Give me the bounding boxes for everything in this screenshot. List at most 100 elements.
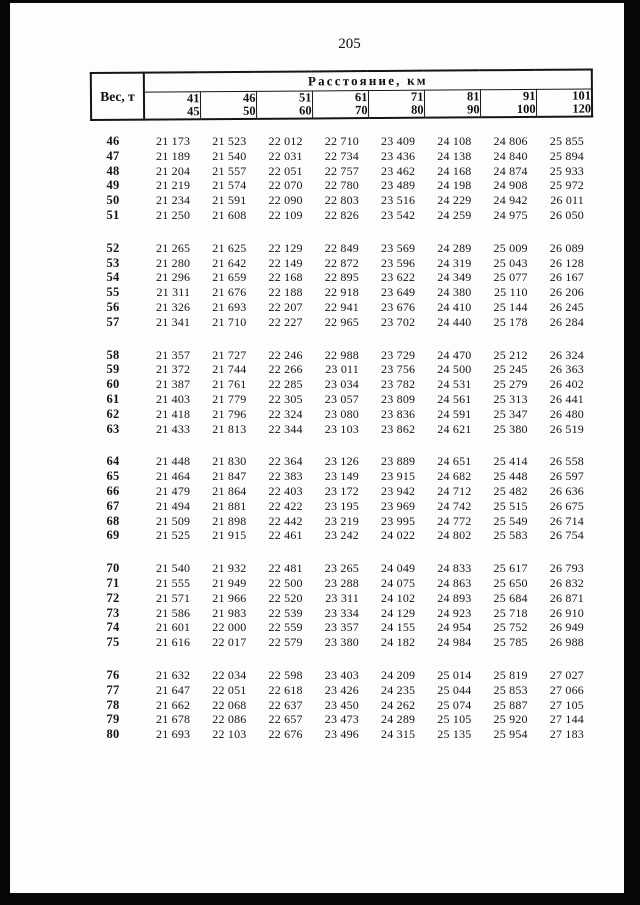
distance-range-row: 41 45 46 50 51 60 61 70 71 80 81 90 91 100 101 120 xyxy=(91,88,593,120)
value-cell: 23 242 xyxy=(324,528,359,543)
table-row: 69 21 525 21 915 22 461 23 242 24 022 24 802 25… xyxy=(90,528,593,543)
value-cell: 22 559 xyxy=(268,620,303,635)
value-cell: 24 315 xyxy=(381,727,416,742)
value-cell: 26 988 xyxy=(549,635,584,650)
value-cell: 23 403 xyxy=(324,667,359,682)
weight-cell: 46 xyxy=(106,134,120,148)
value-cell: 23 489 xyxy=(381,178,416,193)
scanned-page: 205 Вес, т Расстояние, км 41 45 46 50 51 60 61… xyxy=(10,3,624,893)
value-cell: 24 198 xyxy=(437,178,472,193)
value-cell: 22 383 xyxy=(268,469,303,484)
value-cell: 21 761 xyxy=(212,377,247,392)
value-cell: 22 227 xyxy=(268,314,303,329)
row-group: 52 21 265 21 625 22 129 22 849 23 569 24 289 25… xyxy=(90,241,593,330)
value-cell: 22 017 xyxy=(212,635,247,650)
range-to: 90 xyxy=(467,101,480,116)
value-cell: 23 450 xyxy=(324,697,359,712)
weight-cell: 63 xyxy=(106,421,120,436)
weight-cell: 66 xyxy=(106,483,120,498)
value-cell: 25 954 xyxy=(493,727,528,742)
value-cell: 23 126 xyxy=(324,454,359,469)
value-cell: 21 574 xyxy=(212,178,247,193)
value-cell: 26 910 xyxy=(549,605,584,620)
value-cell: 21 983 xyxy=(212,605,247,620)
value-cell: 23 172 xyxy=(324,483,359,498)
table-row: 64 21 448 21 830 22 364 23 126 23 889 24 651 25… xyxy=(90,454,593,469)
value-cell: 25 043 xyxy=(493,255,528,270)
value-cell: 24 289 xyxy=(381,712,416,727)
value-cell: 21 693 xyxy=(156,727,191,742)
value-cell: 21 433 xyxy=(156,421,191,436)
value-cell: 22 090 xyxy=(268,193,303,208)
value-cell: 26 832 xyxy=(549,575,584,590)
value-cell: 24 108 xyxy=(437,134,472,148)
value-cell: 24 975 xyxy=(493,207,528,222)
value-cell: 26 871 xyxy=(549,590,584,605)
value-cell: 21 601 xyxy=(156,620,191,635)
weight-cell: 50 xyxy=(106,193,120,208)
weight-cell: 65 xyxy=(106,469,120,484)
value-cell: 24 908 xyxy=(493,178,528,193)
value-cell: 22 849 xyxy=(324,240,359,255)
table-row: 46 21 173 21 523 22 012 22 710 23 409 24 108 24… xyxy=(90,134,593,149)
weight-cell: 73 xyxy=(106,605,120,620)
value-cell: 25 752 xyxy=(493,620,528,635)
value-cell: 27 144 xyxy=(549,712,584,727)
value-cell: 26 050 xyxy=(549,207,584,222)
value-cell: 25 347 xyxy=(493,406,528,421)
value-cell: 24 923 xyxy=(437,605,472,620)
table-row: 54 21 296 21 659 22 168 22 895 23 622 24 349 25… xyxy=(90,270,593,285)
range-to: 120 xyxy=(572,101,592,116)
value-cell: 21 608 xyxy=(212,207,247,222)
value-cell: 22 637 xyxy=(268,697,303,712)
value-cell: 24 651 xyxy=(437,454,472,469)
value-cell: 24 802 xyxy=(437,528,472,543)
value-cell: 26 363 xyxy=(549,362,584,377)
table-row: 68 21 509 21 898 22 442 23 219 23 995 24 772 25… xyxy=(90,514,593,529)
value-cell: 23 219 xyxy=(324,513,359,528)
distance-range-cell: 46 50 xyxy=(199,90,257,120)
value-cell: 24 259 xyxy=(437,207,472,222)
distance-table-body: 46 21 173 21 523 22 012 22 710 23 409 24 108 24… xyxy=(90,134,593,760)
value-cell: 24 742 xyxy=(437,498,472,513)
table-row: 66 21 479 21 864 22 403 23 172 23 942 24 712 25… xyxy=(90,484,593,499)
value-cell: 22 012 xyxy=(268,134,303,148)
value-cell: 23 473 xyxy=(324,712,359,727)
value-cell: 22 285 xyxy=(268,377,303,392)
weight-cell: 59 xyxy=(106,362,120,377)
table-row: 50 21 234 21 591 22 090 22 803 23 516 24 229 24… xyxy=(90,193,593,208)
value-cell: 23 265 xyxy=(324,561,359,576)
value-cell: 24 235 xyxy=(381,682,416,697)
value-cell: 24 682 xyxy=(437,469,472,484)
value-cell: 21 250 xyxy=(156,207,191,222)
value-cell: 27 105 xyxy=(549,697,584,712)
value-cell: 21 280 xyxy=(156,255,191,270)
value-cell: 23 622 xyxy=(381,270,416,285)
table-row: 62 21 418 21 796 22 324 23 080 23 836 24 591 25… xyxy=(90,407,593,422)
value-cell: 25 549 xyxy=(493,513,528,528)
value-cell: 23 809 xyxy=(381,391,416,406)
range-from: 81 xyxy=(466,88,480,103)
table-row: 58 21 357 21 727 22 246 22 988 23 729 24 470 25… xyxy=(90,348,593,363)
value-cell: 25 920 xyxy=(493,712,528,727)
value-cell: 22 780 xyxy=(324,178,359,193)
value-cell: 21 932 xyxy=(212,561,247,576)
value-cell: 23 409 xyxy=(381,134,416,148)
value-cell: 21 311 xyxy=(156,285,191,300)
value-cell: 23 649 xyxy=(381,285,416,300)
value-cell: 24 954 xyxy=(437,620,472,635)
value-cell: 26 480 xyxy=(549,406,584,421)
value-cell: 24 500 xyxy=(437,362,472,377)
value-cell: 22 051 xyxy=(212,682,247,697)
value-cell: 24 410 xyxy=(437,299,472,314)
value-cell: 21 479 xyxy=(156,483,191,498)
weight-cell: 51 xyxy=(106,207,120,222)
value-cell: 24 380 xyxy=(437,285,472,300)
value-cell: 23 942 xyxy=(381,483,416,498)
value-cell: 21 744 xyxy=(212,362,247,377)
weight-cell: 67 xyxy=(106,498,120,513)
range-from: 101 xyxy=(572,88,592,103)
weight-cell: 52 xyxy=(106,240,120,255)
value-cell: 21 448 xyxy=(156,454,191,469)
value-cell: 25 650 xyxy=(493,575,528,590)
